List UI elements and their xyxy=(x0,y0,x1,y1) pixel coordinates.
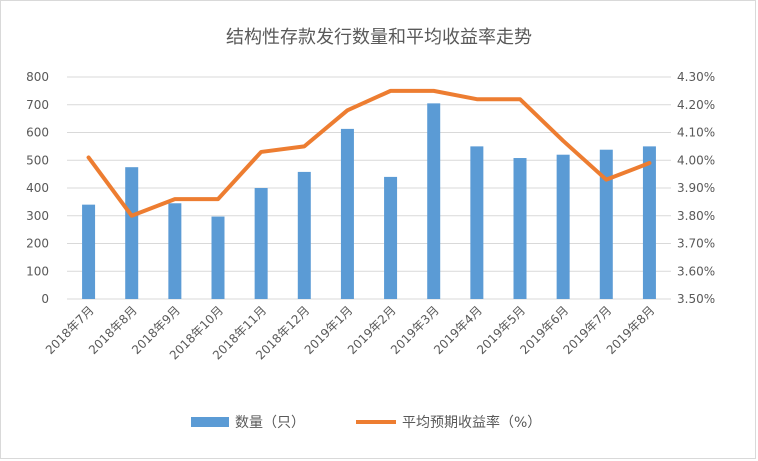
y-left-tick-label: 800 xyxy=(26,70,49,84)
y-left-tick-label: 700 xyxy=(26,98,49,112)
bar xyxy=(599,149,613,299)
bar xyxy=(427,103,441,299)
y-left-tick-label: 100 xyxy=(26,264,49,278)
y-left-tick-label: 300 xyxy=(26,209,49,223)
bar xyxy=(297,171,311,299)
bar xyxy=(125,167,139,299)
y-right-tick-label: 4.10% xyxy=(677,126,715,140)
y-right-tick-label: 3.80% xyxy=(677,209,715,223)
bar xyxy=(254,188,268,299)
bar xyxy=(168,203,182,299)
y-left-tick-label: 200 xyxy=(26,237,49,251)
line-series xyxy=(86,88,652,218)
y-right-tick-label: 3.50% xyxy=(677,292,715,306)
y-left-tick-label: 0 xyxy=(41,292,49,306)
y-left-tick-label: 500 xyxy=(26,153,49,167)
legend-label: 平均预期收益率（%） xyxy=(402,414,541,431)
bar xyxy=(470,146,484,299)
y-left-tick-label: 600 xyxy=(26,126,49,140)
bar xyxy=(556,154,570,299)
bar xyxy=(82,204,96,299)
y-left-tick-label: 400 xyxy=(26,181,49,195)
y-right-tick-label: 4.30% xyxy=(677,70,715,84)
y-right-tick-label: 3.60% xyxy=(677,264,715,278)
y-right-tick-label: 3.90% xyxy=(677,181,715,195)
y-right-tick-label: 3.70% xyxy=(677,237,715,251)
bar xyxy=(384,176,398,299)
legend-swatch-bar xyxy=(191,417,229,427)
legend-label: 数量（只） xyxy=(235,415,305,431)
y-right-tick-label: 4.00% xyxy=(677,153,715,167)
bar xyxy=(642,146,656,299)
bar xyxy=(340,128,354,299)
bar xyxy=(513,158,527,299)
y-right-tick-label: 4.20% xyxy=(677,98,715,112)
bar xyxy=(211,216,225,299)
chart-title: 结构性存款发行数量和平均收益率走势 xyxy=(226,27,532,48)
